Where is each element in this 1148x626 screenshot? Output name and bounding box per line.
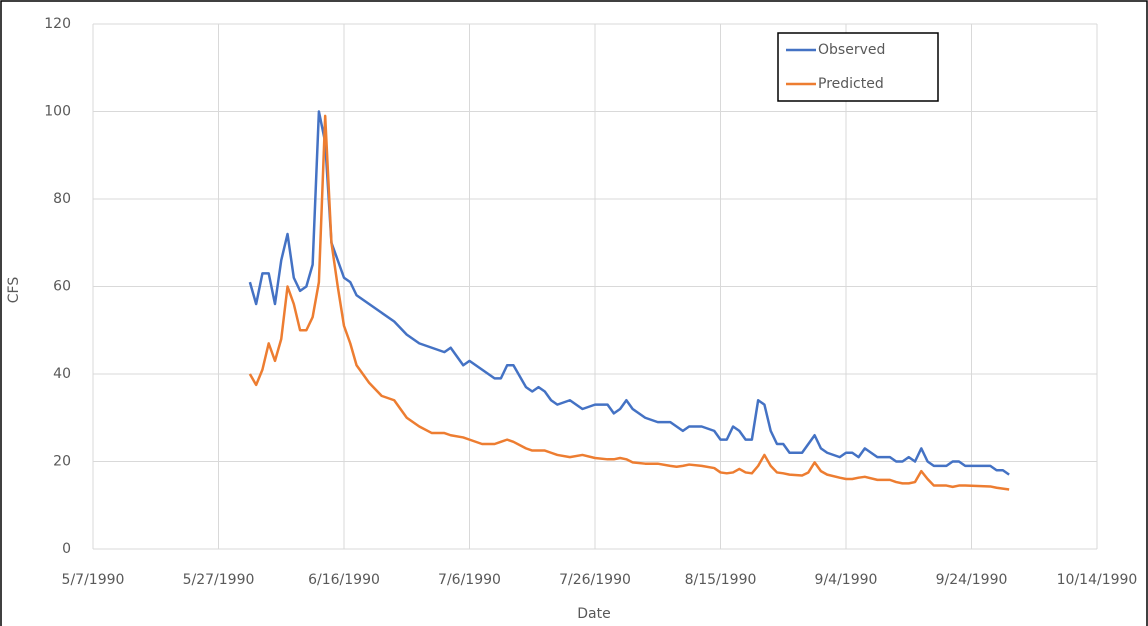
x-tick-label: 7/26/1990	[559, 572, 631, 588]
data-line	[248, 110, 1010, 476]
x-tick-label: 5/27/1990	[183, 572, 255, 588]
x-axis-label: Date	[577, 606, 610, 622]
x-tick-label: 9/4/1990	[815, 572, 878, 588]
x-tick-label: 9/24/1990	[936, 572, 1008, 588]
legend-label: Observed	[818, 42, 885, 58]
x-tick-label: 10/14/1990	[1057, 572, 1138, 588]
legend-box	[777, 32, 939, 102]
x-tick-label: 6/16/1990	[308, 572, 380, 588]
y-tick-label: 40	[53, 366, 71, 382]
y-tick-label: 80	[53, 191, 71, 207]
y-tick-label: 120	[44, 16, 71, 32]
x-tick-label: 7/6/1990	[438, 572, 501, 588]
legend-label: Predicted	[818, 76, 884, 92]
x-tick-label: 5/7/1990	[62, 572, 125, 588]
legend: Observed Predicted	[777, 32, 939, 102]
y-axis-label: CFS	[6, 277, 22, 304]
y-tick-label: 20	[53, 454, 71, 470]
x-tick-label: 8/15/1990	[685, 572, 757, 588]
y-tick-label: 100	[44, 104, 71, 120]
y-tick-label: 0	[62, 541, 71, 557]
y-tick-label: 60	[53, 279, 71, 295]
data-line	[248, 114, 1010, 491]
